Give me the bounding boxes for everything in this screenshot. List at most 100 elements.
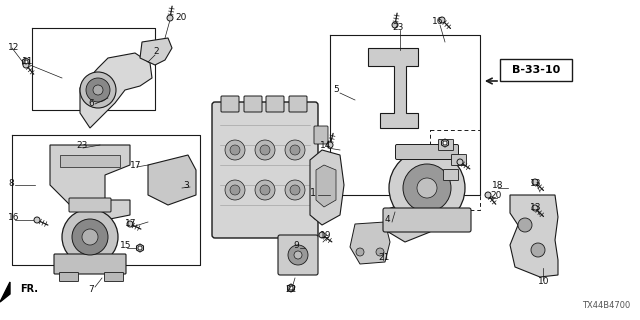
Circle shape bbox=[356, 248, 364, 256]
Circle shape bbox=[93, 85, 103, 95]
Circle shape bbox=[225, 180, 245, 200]
Text: 23: 23 bbox=[76, 140, 88, 149]
Circle shape bbox=[485, 192, 491, 198]
Polygon shape bbox=[140, 38, 172, 65]
Polygon shape bbox=[350, 222, 390, 264]
Text: 9: 9 bbox=[293, 242, 299, 251]
FancyBboxPatch shape bbox=[314, 201, 328, 219]
Text: 6: 6 bbox=[88, 100, 93, 108]
FancyBboxPatch shape bbox=[104, 273, 124, 282]
Text: 14: 14 bbox=[320, 140, 332, 149]
Circle shape bbox=[82, 229, 98, 245]
Circle shape bbox=[127, 221, 133, 227]
Circle shape bbox=[255, 180, 275, 200]
FancyBboxPatch shape bbox=[383, 208, 471, 232]
Text: 12: 12 bbox=[8, 44, 19, 52]
Text: 3: 3 bbox=[183, 180, 189, 189]
Circle shape bbox=[290, 145, 300, 155]
Circle shape bbox=[457, 159, 463, 165]
Text: 8: 8 bbox=[8, 179, 13, 188]
Text: 1: 1 bbox=[310, 188, 316, 198]
Circle shape bbox=[417, 178, 437, 198]
Circle shape bbox=[23, 62, 29, 68]
Polygon shape bbox=[442, 139, 449, 147]
Text: 5: 5 bbox=[333, 85, 339, 94]
FancyBboxPatch shape bbox=[54, 254, 126, 274]
FancyBboxPatch shape bbox=[212, 102, 318, 238]
FancyBboxPatch shape bbox=[438, 140, 454, 150]
Circle shape bbox=[230, 145, 240, 155]
Text: 20: 20 bbox=[175, 13, 186, 22]
FancyBboxPatch shape bbox=[314, 126, 328, 144]
Text: 2: 2 bbox=[153, 47, 159, 57]
Circle shape bbox=[327, 142, 333, 148]
FancyBboxPatch shape bbox=[244, 96, 262, 112]
FancyBboxPatch shape bbox=[221, 96, 239, 112]
Circle shape bbox=[80, 72, 116, 108]
FancyBboxPatch shape bbox=[314, 166, 328, 184]
FancyBboxPatch shape bbox=[278, 235, 318, 275]
Circle shape bbox=[319, 232, 325, 238]
FancyBboxPatch shape bbox=[289, 96, 307, 112]
Circle shape bbox=[72, 219, 108, 255]
Polygon shape bbox=[60, 155, 120, 167]
Circle shape bbox=[532, 179, 538, 185]
Text: 4: 4 bbox=[385, 215, 390, 225]
Circle shape bbox=[62, 209, 118, 265]
Circle shape bbox=[443, 141, 447, 145]
Polygon shape bbox=[0, 282, 10, 302]
Polygon shape bbox=[368, 48, 418, 128]
Circle shape bbox=[290, 185, 300, 195]
Text: FR.: FR. bbox=[20, 284, 38, 294]
Text: 7: 7 bbox=[88, 285, 93, 294]
Circle shape bbox=[230, 185, 240, 195]
FancyBboxPatch shape bbox=[266, 96, 284, 112]
Circle shape bbox=[86, 78, 110, 102]
Polygon shape bbox=[136, 244, 143, 252]
Text: 17: 17 bbox=[125, 220, 136, 228]
Text: 22: 22 bbox=[285, 285, 296, 294]
FancyBboxPatch shape bbox=[60, 273, 79, 282]
Circle shape bbox=[167, 15, 173, 21]
FancyBboxPatch shape bbox=[444, 170, 458, 180]
Text: TX44B4700: TX44B4700 bbox=[582, 301, 630, 310]
Circle shape bbox=[225, 140, 245, 160]
Text: 20: 20 bbox=[490, 190, 501, 199]
Text: 16: 16 bbox=[8, 213, 19, 222]
Text: 17: 17 bbox=[130, 161, 141, 170]
Polygon shape bbox=[80, 53, 152, 128]
Circle shape bbox=[376, 248, 384, 256]
FancyBboxPatch shape bbox=[500, 59, 572, 81]
Circle shape bbox=[288, 245, 308, 265]
Text: 11: 11 bbox=[22, 58, 33, 67]
Text: 23: 23 bbox=[392, 23, 403, 33]
Text: 13: 13 bbox=[530, 179, 541, 188]
Circle shape bbox=[285, 180, 305, 200]
Polygon shape bbox=[316, 165, 336, 207]
FancyBboxPatch shape bbox=[69, 198, 111, 212]
FancyBboxPatch shape bbox=[451, 155, 467, 165]
Text: 18: 18 bbox=[492, 180, 504, 189]
Circle shape bbox=[403, 164, 451, 212]
Circle shape bbox=[255, 140, 275, 160]
Polygon shape bbox=[22, 58, 29, 66]
Text: 16: 16 bbox=[432, 18, 444, 27]
Circle shape bbox=[285, 140, 305, 160]
Circle shape bbox=[138, 246, 142, 250]
Circle shape bbox=[260, 145, 270, 155]
Circle shape bbox=[289, 286, 293, 290]
FancyBboxPatch shape bbox=[396, 145, 458, 159]
Polygon shape bbox=[310, 150, 344, 225]
Text: 15: 15 bbox=[120, 241, 131, 250]
Polygon shape bbox=[50, 145, 130, 220]
Polygon shape bbox=[148, 155, 196, 205]
Text: 10: 10 bbox=[538, 277, 550, 286]
Circle shape bbox=[260, 185, 270, 195]
Circle shape bbox=[34, 217, 40, 223]
Circle shape bbox=[389, 150, 465, 226]
Circle shape bbox=[439, 17, 445, 23]
Text: 19: 19 bbox=[320, 230, 332, 239]
Polygon shape bbox=[510, 195, 558, 277]
Text: 21: 21 bbox=[378, 253, 389, 262]
Circle shape bbox=[531, 243, 545, 257]
